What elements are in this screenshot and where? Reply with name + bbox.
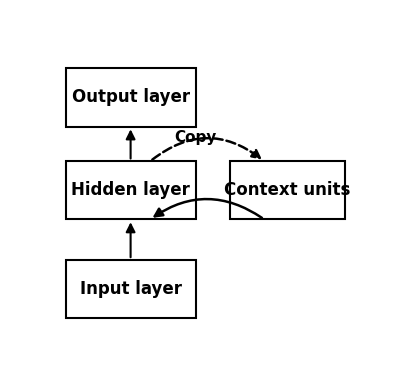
FancyBboxPatch shape [66,260,196,318]
Text: Hidden layer: Hidden layer [71,181,190,199]
FancyBboxPatch shape [230,161,344,219]
Text: Copy: Copy [174,130,217,146]
FancyBboxPatch shape [66,161,196,219]
Text: Output layer: Output layer [72,89,190,106]
FancyBboxPatch shape [66,69,196,127]
Text: Context units: Context units [224,181,350,199]
Text: Input layer: Input layer [80,280,182,298]
